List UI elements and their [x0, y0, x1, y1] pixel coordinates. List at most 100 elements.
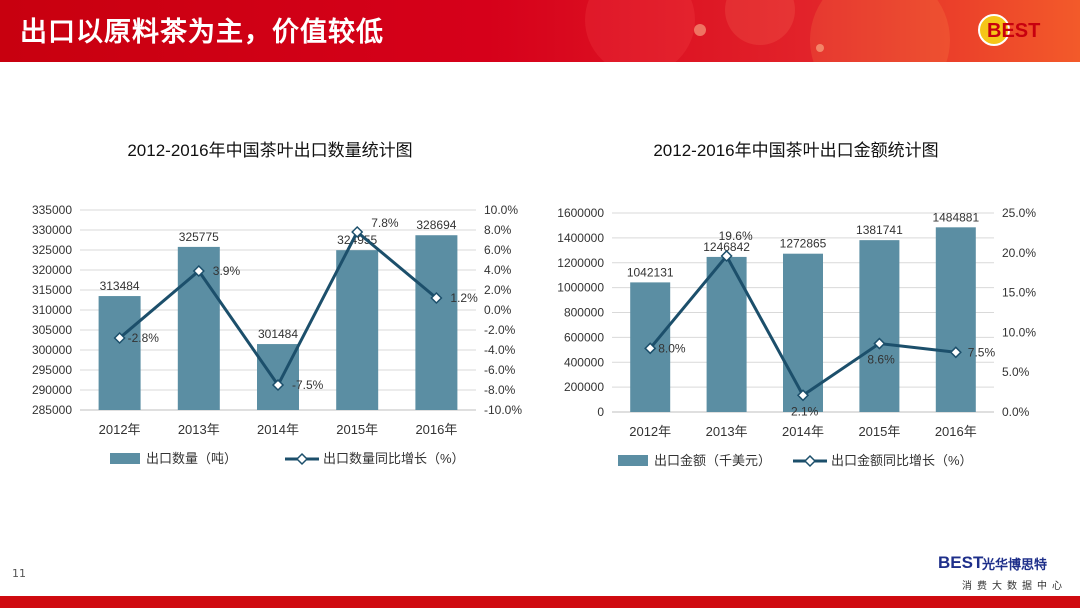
y-right-tick-label: 10.0% — [484, 203, 518, 217]
x-axis-ticks: 2012年 2013年 2014年 2015年 2016年 — [629, 424, 977, 439]
line-value-label: 3.9% — [213, 264, 241, 278]
bar-value-label: 1246842 — [703, 240, 750, 254]
y-right-tick-label: -10.0% — [484, 403, 522, 417]
brand-block: BEST 光华博思特 消费大数据中心 — [938, 553, 1070, 593]
y-left-tick-label: 0 — [597, 405, 604, 419]
y-left-tick-label: 1000000 — [557, 281, 604, 295]
y-right-tick-label: 10.0% — [1002, 325, 1036, 339]
bar-value-label: 313484 — [100, 279, 140, 293]
line-marker — [430, 291, 443, 305]
legend: 出口数量（吨） 出口数量同比增长（%） — [110, 451, 465, 466]
y-right-tick-label: 0.0% — [1002, 405, 1030, 419]
best-logo-icon: BEST — [978, 14, 1040, 46]
line-value-label: 7.5% — [968, 345, 996, 359]
logo-letter: BEST — [987, 20, 1040, 42]
line-value-label: 2.1% — [791, 404, 819, 418]
line-marker — [644, 342, 657, 355]
x-tick-label: 2015年 — [858, 424, 900, 439]
y-right-tick-label: -2.0% — [484, 323, 516, 337]
legend-line-marker — [803, 454, 817, 468]
line-value-label: 8.0% — [658, 341, 686, 355]
y-left-tick-label: 305000 — [32, 323, 72, 337]
line-value-label: 8.6% — [867, 353, 895, 367]
legend-line-label: 出口数量同比增长（%） — [323, 451, 465, 466]
chart-title: 2012-2016年中国茶叶出口数量统计图 — [127, 141, 412, 160]
line-marker — [873, 337, 886, 350]
bar-value-label: 1272865 — [780, 237, 827, 251]
y-right-tick-label: 25.0% — [1002, 206, 1036, 220]
bar — [415, 235, 458, 410]
bar — [935, 227, 976, 412]
x-tick-label: 2015年 — [336, 422, 378, 437]
legend-line-marker — [295, 452, 309, 466]
bar-labels: 1042131 1246842 1272865 1381741 1484881 — [627, 210, 980, 279]
bar-series — [630, 227, 976, 412]
bar — [859, 240, 900, 412]
header-decoration — [585, 0, 950, 62]
y-right-tick-label: 20.0% — [1002, 246, 1036, 260]
line-labels: -2.8% 3.9% -7.5% 7.8% 1.2% — [128, 216, 478, 392]
y-left-tick-label: 200000 — [564, 380, 604, 394]
brand-logo-icon: BEST — [938, 553, 984, 572]
line-series — [644, 249, 962, 402]
legend-bar-label: 出口金额（千美元） — [654, 453, 771, 468]
y-left-tick-label: 295000 — [32, 363, 72, 377]
line-labels: 8.0% 19.6% 2.1% 8.6% 7.5% — [658, 229, 995, 418]
y-left-tick-label: 1200000 — [557, 256, 604, 270]
y-left-tick-label: 800000 — [564, 306, 604, 320]
line-marker — [949, 346, 962, 359]
bar-series — [98, 235, 458, 410]
line-marker — [113, 331, 126, 345]
y-left-tick-label: 285000 — [32, 403, 72, 417]
y-left-tick-label: 400000 — [564, 355, 604, 369]
legend: 出口金额（千美元） 出口金额同比增长（%） — [618, 453, 973, 468]
y-right-tick-label: -6.0% — [484, 363, 516, 377]
y-right-tick-label: 5.0% — [1002, 365, 1030, 379]
x-tick-label: 2013年 — [178, 422, 220, 437]
right-axis-ticks: -10.0% -8.0% -6.0% -4.0% -2.0% 0.0% 2.0% 4.0% 6.… — [484, 203, 522, 417]
y-right-tick-label: 6.0% — [484, 243, 512, 257]
y-right-tick-label: 2.0% — [484, 283, 512, 297]
bar-value-label: 325775 — [179, 230, 219, 244]
y-left-tick-label: 1600000 — [557, 206, 604, 220]
y-right-tick-label: 8.0% — [484, 223, 512, 237]
footer-bar — [0, 596, 1080, 608]
y-left-tick-label: 300000 — [32, 343, 72, 357]
y-left-tick-label: 315000 — [32, 283, 72, 297]
left-axis-ticks: 285000 290000 295000 300000 305000 310000 3150… — [32, 203, 72, 417]
page-number: 11 — [12, 567, 26, 580]
bar-value-label: 328694 — [416, 218, 456, 232]
line-marker — [720, 249, 733, 263]
y-right-tick-label: -4.0% — [484, 343, 516, 357]
bar-value-label: 1484881 — [932, 210, 979, 224]
x-tick-label: 2014年 — [257, 422, 299, 437]
y-left-tick-label: 325000 — [32, 243, 72, 257]
bar-value-label: 1381741 — [856, 223, 903, 237]
x-tick-label: 2012年 — [99, 422, 141, 437]
header-bar: 出口以原料茶为主，价值较低 BEST — [0, 0, 1080, 62]
right-axis-ticks: 0.0% 5.0% 10.0% 15.0% 20.0% 25.0% — [1002, 206, 1036, 419]
line-value-label: 7.8% — [371, 216, 399, 230]
y-left-tick-label: 310000 — [32, 303, 72, 317]
bar-labels: 313484 325775 301484 324955 328694 — [100, 218, 457, 341]
x-tick-label: 2012年 — [629, 424, 671, 439]
left-axis-ticks: 0 200000 400000 600000 800000 1000000 1200000 1… — [557, 206, 604, 419]
y-left-tick-label: 290000 — [32, 383, 72, 397]
line-value-label: 1.2% — [450, 291, 478, 305]
bar — [783, 253, 823, 412]
line-marker — [796, 389, 810, 402]
x-tick-label: 2016年 — [935, 424, 977, 439]
brand-tagline: 消费大数据中心 — [962, 581, 1067, 592]
y-left-tick-label: 1400000 — [557, 231, 604, 245]
y-left-tick-label: 330000 — [32, 223, 72, 237]
y-right-tick-label: -8.0% — [484, 383, 516, 397]
legend-bar-swatch — [110, 453, 140, 464]
line-value-label: 19.6% — [719, 229, 753, 243]
x-axis-ticks: 2012年 2013年 2014年 2015年 2016年 — [99, 422, 458, 437]
chart-export-volume: 2012-2016年中国茶叶出口数量统计图 285000 290000 295000… — [32, 141, 522, 466]
y-left-tick-label: 600000 — [564, 330, 604, 344]
y-left-tick-label: 320000 — [32, 263, 72, 277]
page-title: 出口以原料茶为主，价值较低 — [20, 17, 384, 48]
line-marker — [192, 264, 205, 278]
x-tick-label: 2016年 — [415, 422, 457, 437]
